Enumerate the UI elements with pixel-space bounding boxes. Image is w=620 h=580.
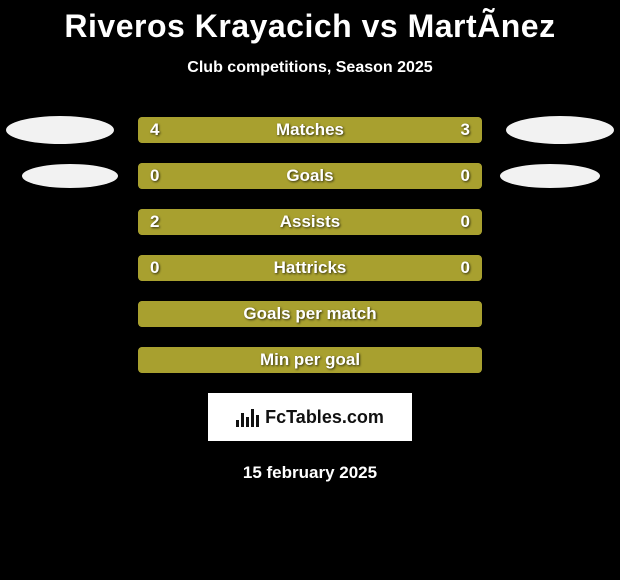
page-subtitle: Club competitions, Season 2025 (0, 59, 620, 77)
stat-bar: 2 0 Assists (138, 209, 482, 235)
footer-date: 15 february 2025 (0, 463, 620, 483)
stat-row: Min per goal (0, 347, 620, 373)
stat-label: Goals (286, 166, 333, 186)
stat-value-left: 2 (150, 212, 159, 232)
team-right-logo-placeholder (506, 116, 614, 144)
stat-row: 4 3 Matches (0, 117, 620, 143)
stat-value-left: 0 (150, 166, 159, 186)
stat-row: 0 0 Goals (0, 163, 620, 189)
stat-row: 0 0 Hattricks (0, 255, 620, 281)
stat-value-left: 0 (150, 258, 159, 278)
stat-value-right: 0 (461, 212, 470, 232)
stat-label: Min per goal (260, 350, 360, 370)
bar-fill-left (138, 209, 406, 235)
stat-bar: 0 0 Goals (138, 163, 482, 189)
stats-container: 4 3 Matches 0 0 Goals 2 0 Assists 0 0 Hattricks Goal… (0, 117, 620, 373)
stat-bar: 4 3 Matches (138, 117, 482, 143)
bar-fill-left (138, 163, 310, 189)
bar-fill-right (310, 163, 482, 189)
stat-label: Matches (276, 120, 344, 140)
stat-label: Goals per match (243, 304, 376, 324)
stat-row: 2 0 Assists (0, 209, 620, 235)
barchart-icon (236, 407, 259, 427)
team-left-logo-placeholder (6, 116, 114, 144)
stat-label: Hattricks (274, 258, 347, 278)
team-left-logo-placeholder (22, 164, 118, 188)
stat-value-right: 0 (461, 166, 470, 186)
stat-value-left: 4 (150, 120, 159, 140)
stat-row: Goals per match (0, 301, 620, 327)
stat-bar: Min per goal (138, 347, 482, 373)
stat-bar: Goals per match (138, 301, 482, 327)
page-title: Riveros Krayacich vs MartÃnez (0, 0, 620, 45)
team-right-logo-placeholder (500, 164, 600, 188)
stat-value-right: 3 (461, 120, 470, 140)
fctables-text: FcTables.com (265, 407, 384, 428)
stat-label: Assists (280, 212, 340, 232)
fctables-badge[interactable]: FcTables.com (208, 393, 412, 441)
stat-value-right: 0 (461, 258, 470, 278)
bar-fill-right (406, 209, 482, 235)
stat-bar: 0 0 Hattricks (138, 255, 482, 281)
